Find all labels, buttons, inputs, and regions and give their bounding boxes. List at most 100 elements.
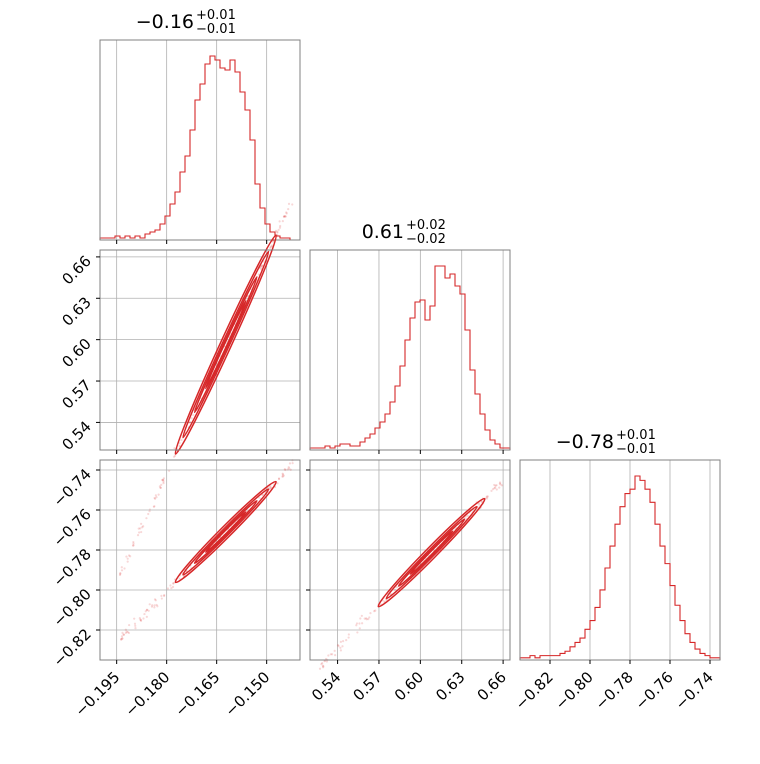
scatter-point xyxy=(339,646,342,649)
scatter-point xyxy=(480,500,483,503)
scatter-point xyxy=(156,605,159,608)
panel-0-0 xyxy=(99,39,301,244)
scatter-point xyxy=(500,484,504,487)
param-title-sub-1: −0.02 xyxy=(406,232,446,247)
scatter-point xyxy=(145,608,148,611)
param-title-sup-1: +0.02 xyxy=(406,218,446,233)
scatter-point xyxy=(139,618,142,621)
scatter-point xyxy=(339,640,342,643)
scatter-point xyxy=(172,582,175,585)
scatter-point xyxy=(498,486,501,489)
scatter-point xyxy=(162,477,166,480)
param-title-0: −0.16 xyxy=(136,11,194,33)
contour-line xyxy=(182,250,270,439)
scatter-point xyxy=(153,496,156,500)
histogram-step-line xyxy=(309,265,511,450)
scatter-point xyxy=(136,534,140,537)
scatter-point xyxy=(123,567,126,570)
y-tick-label: −0.82 xyxy=(50,625,95,670)
scatter-point xyxy=(347,633,350,636)
scatter-point xyxy=(281,473,285,476)
scatter-point xyxy=(129,555,132,558)
scatter-point xyxy=(276,231,279,234)
scatter-point xyxy=(144,610,147,613)
scatter-point xyxy=(285,212,288,215)
scatter-point xyxy=(495,484,498,487)
param-title-sub-2: −0.01 xyxy=(616,442,656,457)
scatter-point xyxy=(318,667,322,670)
x-tick-label: 0.57 xyxy=(349,668,385,704)
panel-frame xyxy=(309,249,511,451)
scatter-point xyxy=(137,527,140,530)
scatter-point xyxy=(485,496,488,499)
scatter-point xyxy=(276,234,279,237)
scatter-point xyxy=(155,496,158,499)
scatter-point xyxy=(166,587,170,590)
scatter-point xyxy=(278,220,281,223)
scatter-point xyxy=(321,661,324,665)
x-tick-label: −0.165 xyxy=(172,668,224,720)
x-tick-label: −0.76 xyxy=(632,668,677,713)
scatter-point xyxy=(341,645,344,648)
scatter-point xyxy=(139,619,143,622)
scatter-point xyxy=(178,444,181,447)
scatter-point xyxy=(363,617,366,620)
scatter-point xyxy=(282,474,285,477)
scatter-point xyxy=(345,639,348,642)
scatter-point xyxy=(139,527,142,530)
scatter-point xyxy=(138,531,141,534)
scatter-point xyxy=(321,664,325,667)
scatter-point xyxy=(322,665,325,668)
scatter-point xyxy=(268,486,272,489)
scatter-point xyxy=(272,239,275,242)
scatter-point xyxy=(336,644,340,647)
panel-frame xyxy=(309,459,511,661)
scatter-point xyxy=(173,447,176,450)
scatter-point xyxy=(490,489,493,492)
scatter-point xyxy=(277,477,281,480)
scatter-point xyxy=(284,468,287,472)
scatter-point xyxy=(158,485,161,488)
scatter-point xyxy=(333,649,336,652)
contour-line xyxy=(193,276,258,414)
contour-line xyxy=(193,499,258,565)
scatter-point xyxy=(355,624,358,627)
scatter-point xyxy=(337,645,340,648)
scatter-point xyxy=(155,603,158,607)
contour-line xyxy=(182,488,270,576)
scatter-point xyxy=(124,631,128,634)
scatter-point xyxy=(140,530,143,534)
scatter-point xyxy=(359,617,362,620)
scatter-point xyxy=(355,622,359,625)
scatter-point xyxy=(153,604,156,607)
scatter-point xyxy=(151,604,154,607)
scatter-point xyxy=(278,226,282,229)
scatter-point xyxy=(331,653,334,656)
scatter-point xyxy=(324,657,328,661)
scatter-point xyxy=(395,586,399,589)
y-tick-label: 0.57 xyxy=(58,376,94,412)
scatter-point xyxy=(120,566,123,569)
scatter-point xyxy=(261,493,265,496)
scatter-point xyxy=(373,609,376,613)
scatter-point xyxy=(162,480,165,483)
scatter-point xyxy=(284,215,287,218)
scatter-point xyxy=(287,202,291,205)
scatter-point xyxy=(122,633,125,636)
scatter-point xyxy=(291,462,294,465)
scatter-point xyxy=(160,594,163,597)
scatter-point xyxy=(499,483,502,486)
scatter-point xyxy=(494,484,497,487)
scatter-point xyxy=(132,544,135,547)
y-tick-label: 0.63 xyxy=(58,293,94,329)
scatter-point xyxy=(132,540,135,544)
scatter-point xyxy=(126,557,129,560)
scatter-point xyxy=(270,245,273,248)
scatter-point xyxy=(393,588,397,591)
scatter-point xyxy=(374,609,377,612)
scatter-point xyxy=(279,224,282,228)
contour-line xyxy=(409,530,454,575)
contour-line xyxy=(204,511,247,553)
scatter-point xyxy=(134,627,137,630)
